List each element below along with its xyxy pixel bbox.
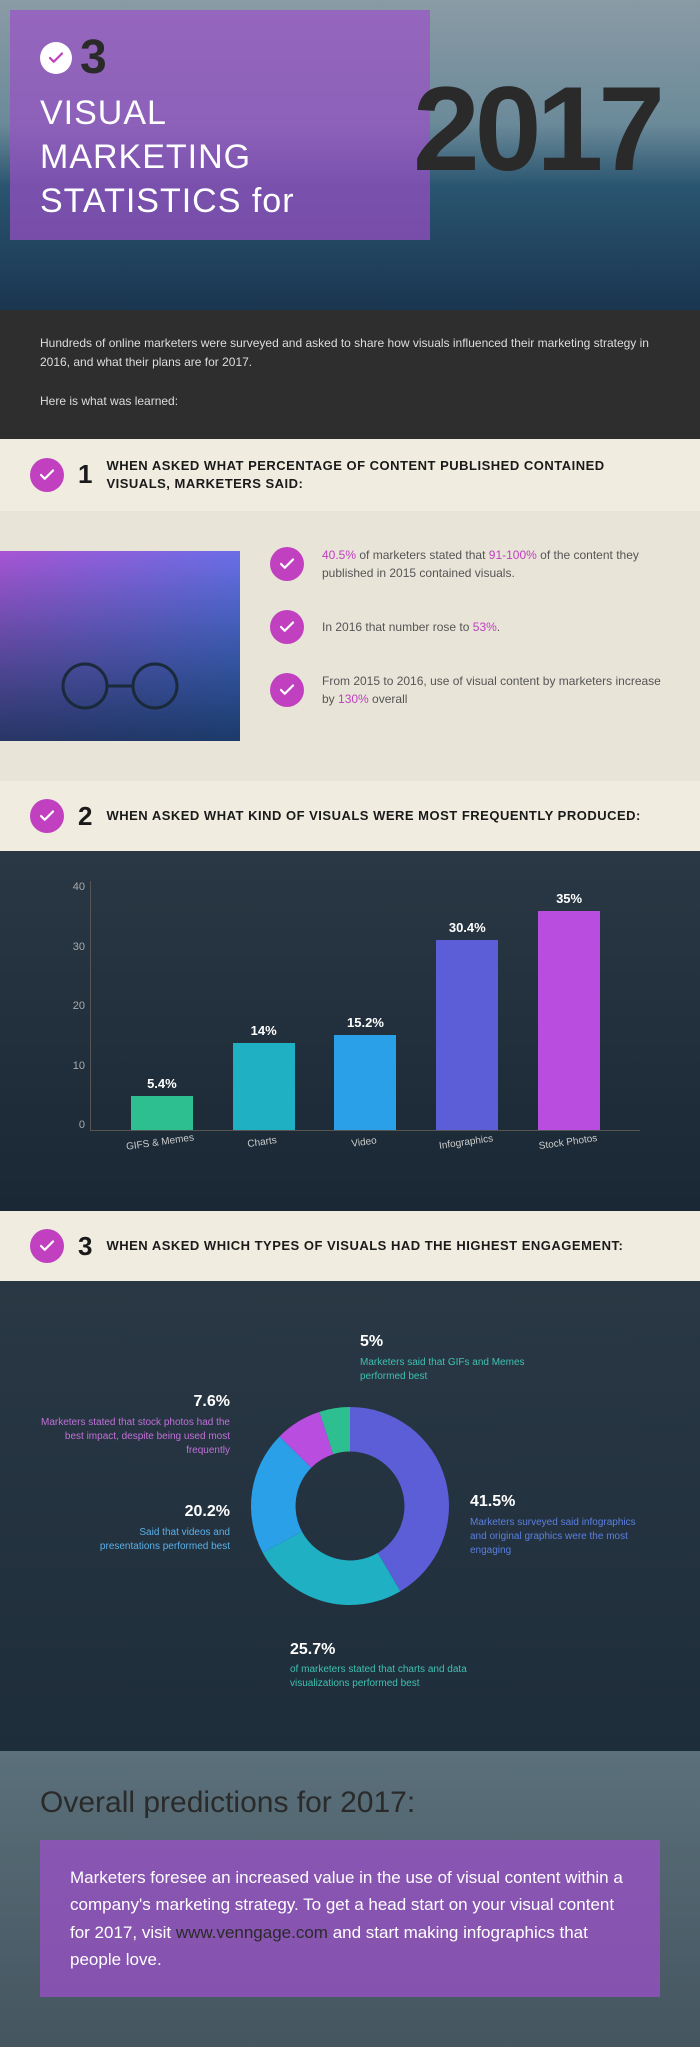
section1-fact: From 2015 to 2016, use of visual content…: [270, 672, 670, 708]
x-label: Infographics: [431, 1132, 504, 1166]
bar: 30.4%: [432, 920, 502, 1130]
check-icon: [40, 42, 72, 74]
donut-label: 7.6%Marketers stated that stock photos h…: [40, 1391, 230, 1457]
hero-section: 3 VISUAL MARKETING STATISTICS for 2017: [0, 0, 700, 310]
section2-heading: 2 WHEN ASKED WHAT KIND OF VISUALS WERE M…: [0, 781, 700, 851]
fact-text: From 2015 to 2016, use of visual content…: [322, 672, 670, 708]
predictions-title: Overall predictions for 2017:: [40, 1786, 660, 1820]
predictions-box: Marketers foresee an increased value in …: [40, 1840, 660, 1997]
glasses-icon: [50, 661, 190, 711]
x-label: GIFS & Memes: [125, 1132, 198, 1166]
bar: 5.4%: [127, 1076, 197, 1130]
bar-rect: [334, 1035, 396, 1130]
section1-heading: 1 WHEN ASKED WHAT PERCENTAGE OF CONTENT …: [0, 439, 700, 511]
donut-label: 25.7%of marketers stated that charts and…: [290, 1639, 490, 1691]
y-tick: 30: [60, 941, 90, 953]
bars-area: 5.4% 14% 15.2% 30.4% 35%: [90, 881, 640, 1131]
donut-slice: [263, 1532, 401, 1605]
bar-value-label: 30.4%: [449, 920, 486, 935]
predictions-section: Overall predictions for 2017: Marketers …: [0, 1751, 700, 2047]
x-label: Charts: [227, 1132, 300, 1166]
bar: 14%: [229, 1023, 299, 1131]
bar-rect: [436, 940, 498, 1130]
donut-label: 5%Marketers said that GIFs and Memes per…: [360, 1331, 530, 1383]
y-axis: 40 30 20 10 0: [60, 881, 90, 1131]
section1-number: 1: [78, 459, 92, 490]
bar-rect: [233, 1043, 295, 1131]
check-icon: [270, 547, 304, 581]
section1-image: [0, 551, 240, 741]
fact-text: 40.5% of marketers stated that 91-100% o…: [322, 546, 670, 582]
bar-rect: [131, 1096, 193, 1130]
x-label: Stock Photos: [533, 1132, 606, 1166]
bar-value-label: 15.2%: [347, 1015, 384, 1030]
intro-section: Hundreds of online marketers were survey…: [0, 310, 700, 439]
donut-chart: 41.5%Marketers surveyed said infographic…: [30, 1321, 670, 1691]
section1-body: 40.5% of marketers stated that 91-100% o…: [0, 511, 700, 781]
donut-chart-section: 41.5%Marketers surveyed said infographic…: [0, 1281, 700, 1751]
donut-label: 20.2%Said that videos and presentations …: [90, 1501, 230, 1553]
hero-badge-number: 3: [80, 30, 107, 85]
section2-title: WHEN ASKED WHAT KIND OF VISUALS WERE MOS…: [106, 807, 640, 825]
check-icon: [30, 1229, 64, 1263]
x-label: Video: [329, 1132, 402, 1166]
section3-number: 3: [78, 1231, 92, 1262]
section1-title: WHEN ASKED WHAT PERCENTAGE OF CONTENT PU…: [106, 457, 670, 493]
y-tick: 0: [60, 1119, 90, 1131]
bar-value-label: 35%: [556, 891, 582, 906]
section3-heading: 3 WHEN ASKED WHICH TYPES OF VISUALS HAD …: [0, 1211, 700, 1281]
bar-chart-section: 40 30 20 10 0 5.4% 14% 15.2% 30.4% 35% GIFS …: [0, 851, 700, 1211]
bar-chart: 40 30 20 10 0 5.4% 14% 15.2% 30.4% 35% GIFS …: [60, 881, 640, 1161]
y-tick: 20: [60, 1000, 90, 1012]
section2-number: 2: [78, 801, 92, 832]
check-icon: [30, 799, 64, 833]
bar-value-label: 14%: [251, 1023, 277, 1038]
bar-rect: [538, 911, 600, 1130]
fact-text: In 2016 that number rose to 53%.: [322, 618, 500, 636]
bar-value-label: 5.4%: [147, 1076, 177, 1091]
section1-fact: 40.5% of marketers stated that 91-100% o…: [270, 546, 670, 582]
check-icon: [30, 458, 64, 492]
bar: 15.2%: [330, 1015, 400, 1130]
section3-title: WHEN ASKED WHICH TYPES OF VISUALS HAD TH…: [106, 1237, 623, 1255]
donut-svg: [240, 1396, 460, 1616]
donut-label: 41.5%Marketers surveyed said infographic…: [470, 1491, 650, 1557]
check-icon: [270, 610, 304, 644]
intro-line1: Hundreds of online marketers were survey…: [40, 334, 660, 372]
hero-year: 2017: [413, 60, 660, 198]
y-tick: 40: [60, 881, 90, 893]
section1-facts: 40.5% of marketers stated that 91-100% o…: [270, 541, 670, 741]
predictions-link[interactable]: www.venngage.com: [176, 1923, 328, 1942]
section1-fact: In 2016 that number rose to 53%.: [270, 610, 670, 644]
x-axis-labels: GIFS & MemesChartsVideoInfographicsStock…: [90, 1131, 640, 1161]
intro-line2: Here is what was learned:: [40, 392, 660, 411]
bar: 35%: [534, 891, 604, 1130]
y-tick: 10: [60, 1060, 90, 1072]
check-icon: [270, 673, 304, 707]
